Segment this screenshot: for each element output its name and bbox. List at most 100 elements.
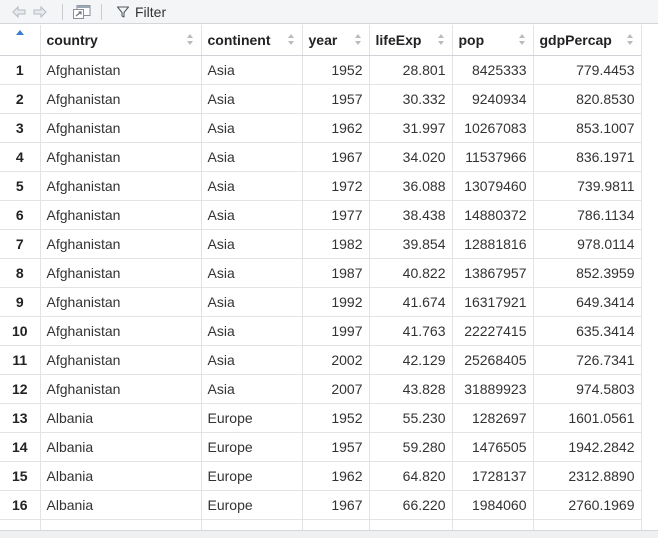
sort-arrows-icon[interactable] (518, 34, 526, 46)
column-header-gdppercap[interactable]: gdpPercap (533, 25, 642, 56)
row-index: 11 (0, 345, 41, 375)
table-row[interactable]: 7 Afghanistan Asia 1982 39.854 12881816 978.01… (0, 229, 642, 259)
cell-lifeexp: 28.801 (369, 55, 453, 85)
cell-year: 1962 (302, 113, 370, 143)
cell-gdppercap: 978.0114 (533, 229, 642, 259)
table-row[interactable]: 10 Afghanistan Asia 1997 41.763 22227415 635.3… (0, 316, 642, 346)
table-row[interactable]: 6 Afghanistan Asia 1977 38.438 14880372 786.11… (0, 200, 642, 230)
row-index: 13 (0, 403, 41, 433)
cell-lifeexp: 55.230 (369, 403, 453, 433)
cell-year: 2002 (302, 345, 370, 375)
table-body: 1 Afghanistan Asia 1952 28.801 8425333 779.445… (0, 55, 642, 530)
cell-country: Albania (40, 403, 202, 433)
cell-continent: Asia (201, 345, 303, 375)
sort-arrows-icon[interactable] (437, 34, 445, 46)
row-index: 3 (0, 113, 41, 143)
sort-arrows-icon[interactable] (626, 34, 634, 46)
row-index-header[interactable] (0, 25, 41, 56)
cell-pop: 16317921 (452, 287, 534, 317)
table-row[interactable]: 9 Afghanistan Asia 1992 41.674 16317921 649.34… (0, 287, 642, 317)
column-header-label: year (308, 31, 338, 48)
cell-country: Afghanistan (40, 171, 202, 201)
column-header-country[interactable]: country (40, 25, 202, 56)
cell-pop: 1476505 (452, 432, 534, 462)
cell-lifeexp: 64.820 (369, 461, 453, 491)
cell-continent: Europe (201, 490, 303, 520)
popout-button[interactable] (71, 3, 93, 21)
cell-gdppercap: 1942.2842 (533, 432, 642, 462)
table-row[interactable]: 2 Afghanistan Asia 1957 30.332 9240934 820.853… (0, 84, 642, 114)
cell-continent: Asia (201, 200, 303, 230)
cell-continent: Asia (201, 374, 303, 404)
cell-gdppercap: 1601.0561 (533, 403, 642, 433)
empty-cell (201, 519, 303, 530)
arrow-right-icon (33, 5, 47, 19)
cell-country: Afghanistan (40, 142, 202, 172)
data-grid-container: country continent year lifeExp (0, 25, 658, 530)
cell-country: Afghanistan (40, 287, 202, 317)
row-index: 10 (0, 316, 41, 346)
toolbar-separator (101, 4, 102, 20)
row-index: 16 (0, 490, 41, 520)
cell-year: 1992 (302, 287, 370, 317)
cell-year: 1972 (302, 171, 370, 201)
column-header-label: lifeExp (375, 31, 422, 48)
empty-cell (452, 519, 534, 530)
sort-arrows-icon[interactable] (354, 34, 362, 46)
column-header-pop[interactable]: pop (452, 25, 534, 56)
filter-button[interactable]: Filter (114, 3, 168, 21)
cell-pop: 1728137 (452, 461, 534, 491)
table-row[interactable]: 13 Albania Europe 1952 55.230 1282697 1601.056… (0, 403, 642, 433)
sort-arrows-icon[interactable] (186, 34, 194, 46)
cell-lifeexp: 30.332 (369, 84, 453, 114)
cell-pop: 25268405 (452, 345, 534, 375)
cell-gdppercap: 853.1007 (533, 113, 642, 143)
cell-country: Afghanistan (40, 229, 202, 259)
cell-year: 1957 (302, 84, 370, 114)
cell-pop: 10267083 (452, 113, 534, 143)
cell-gdppercap: 726.7341 (533, 345, 642, 375)
back-button[interactable] (9, 3, 29, 21)
cell-year: 1962 (302, 461, 370, 491)
cell-country: Albania (40, 461, 202, 491)
cell-year: 1957 (302, 432, 370, 462)
forward-button[interactable] (30, 3, 50, 21)
toolbar-separator (62, 4, 63, 20)
sort-arrows-icon[interactable] (287, 34, 295, 46)
vertical-scrollbar[interactable] (641, 25, 658, 530)
empty-cell (533, 519, 642, 530)
cell-continent: Asia (201, 316, 303, 346)
cell-continent: Asia (201, 84, 303, 114)
table-row[interactable]: 5 Afghanistan Asia 1972 36.088 13079460 739.98… (0, 171, 642, 201)
row-index: 4 (0, 142, 41, 172)
column-header-continent[interactable]: continent (201, 25, 303, 56)
column-header-lifeexp[interactable]: lifeExp (369, 25, 453, 56)
cell-year: 1982 (302, 229, 370, 259)
cell-pop: 31889923 (452, 374, 534, 404)
table-row[interactable]: 3 Afghanistan Asia 1962 31.997 10267083 853.10… (0, 113, 642, 143)
table-row[interactable]: 11 Afghanistan Asia 2002 42.129 25268405 726.7… (0, 345, 642, 375)
table-row[interactable]: 14 Albania Europe 1957 59.280 1476505 1942.284… (0, 432, 642, 462)
cell-lifeexp: 43.828 (369, 374, 453, 404)
horizontal-scrollbar[interactable] (0, 530, 658, 538)
cell-continent: Asia (201, 171, 303, 201)
empty-cell (369, 519, 453, 530)
cell-country: Afghanistan (40, 84, 202, 114)
table-row[interactable]: 12 Afghanistan Asia 2007 43.828 31889923 974.5… (0, 374, 642, 404)
table-row[interactable]: 16 Albania Europe 1967 66.220 1984060 2760.196… (0, 490, 642, 520)
table-row-partial (0, 519, 642, 530)
table-row[interactable]: 8 Afghanistan Asia 1987 40.822 13867957 852.39… (0, 258, 642, 288)
column-header-year[interactable]: year (302, 25, 370, 56)
filter-label: Filter (135, 4, 167, 20)
cell-country: Afghanistan (40, 113, 202, 143)
table-row[interactable]: 4 Afghanistan Asia 1967 34.020 11537966 836.19… (0, 142, 642, 172)
cell-gdppercap: 779.4453 (533, 55, 642, 85)
table-row[interactable]: 15 Albania Europe 1962 64.820 1728137 2312.889… (0, 461, 642, 491)
toolbar: Filter (0, 0, 658, 24)
cell-lifeexp: 66.220 (369, 490, 453, 520)
cell-lifeexp: 42.129 (369, 345, 453, 375)
arrow-left-icon (12, 5, 26, 19)
table-row[interactable]: 1 Afghanistan Asia 1952 28.801 8425333 779.445… (0, 55, 642, 85)
cell-lifeexp: 40.822 (369, 258, 453, 288)
cell-gdppercap: 739.9811 (533, 171, 642, 201)
